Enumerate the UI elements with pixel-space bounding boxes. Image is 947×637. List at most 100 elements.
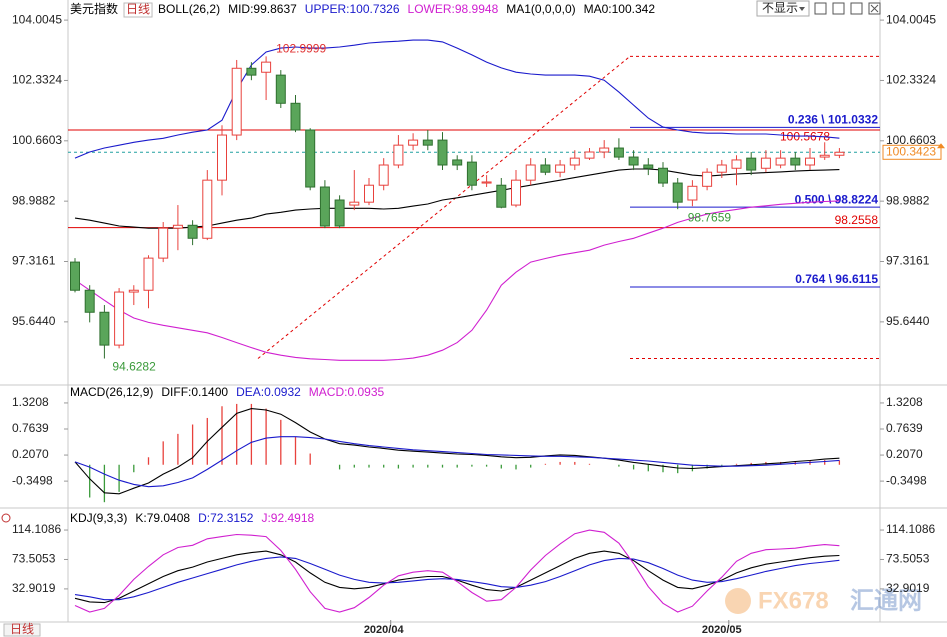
y-tick-label-right: -0.3498 bbox=[886, 473, 927, 487]
candle-body bbox=[760, 157, 771, 169]
candle-body bbox=[555, 164, 566, 173]
candle-body bbox=[775, 157, 786, 166]
ma-legend-entry: MA1(0,0,0,0) bbox=[506, 2, 575, 16]
indicator-name: BOLL(26,2) bbox=[158, 2, 220, 16]
horizontal-line-label: 98.2558 bbox=[835, 213, 879, 227]
legend-entry: D:72.3152 bbox=[198, 511, 254, 525]
dropdown-arrow bbox=[799, 7, 805, 11]
candle-body bbox=[437, 139, 448, 166]
candle-body bbox=[452, 159, 463, 166]
period-tab[interactable]: 日线 bbox=[10, 622, 34, 636]
fib-trend bbox=[257, 55, 631, 359]
candle-body bbox=[496, 184, 507, 208]
candle-body bbox=[202, 179, 213, 239]
watermark-logo-icon bbox=[725, 588, 751, 614]
candle-body bbox=[525, 164, 536, 181]
low-label: 94.6282 bbox=[112, 360, 156, 374]
candle-body bbox=[658, 167, 668, 184]
fib-level-label: 0.764 \ 96.6115 bbox=[795, 272, 878, 286]
y-tick-label-right: 98.9882 bbox=[886, 193, 930, 207]
fib-level-label: 0.236 \ 101.0332 bbox=[788, 113, 878, 127]
indicator-line bbox=[74, 529, 840, 613]
indicator-line bbox=[74, 556, 840, 601]
y-tick-label: 0.7639 bbox=[12, 421, 49, 435]
y-tick-label: 100.6603 bbox=[12, 133, 62, 147]
candle-body bbox=[378, 164, 389, 186]
y-tick-label: 73.5053 bbox=[12, 552, 56, 566]
watermark-logo: FX678 bbox=[758, 587, 829, 614]
candle-body bbox=[790, 157, 801, 166]
candle-body bbox=[319, 186, 330, 227]
display-select[interactable] bbox=[756, 0, 810, 17]
indicator-line bbox=[74, 408, 840, 495]
legend-entry: MACD:0.0935 bbox=[309, 385, 385, 399]
candle-body bbox=[584, 151, 595, 159]
candle-body bbox=[422, 139, 433, 146]
candle-body bbox=[246, 67, 257, 76]
x-tick-label: 2020/04 bbox=[364, 624, 405, 636]
indicator-line bbox=[74, 436, 840, 488]
candle-body bbox=[99, 311, 110, 346]
candle-body bbox=[569, 157, 580, 166]
low-label: 98.7659 bbox=[688, 210, 732, 224]
candle-body bbox=[511, 179, 521, 206]
candle-body bbox=[628, 156, 639, 166]
y-tick-label-right: 32.9019 bbox=[886, 581, 930, 595]
legend-entry: DEA:0.0932 bbox=[236, 385, 301, 399]
candle-body bbox=[290, 102, 301, 131]
candle-body bbox=[466, 161, 477, 186]
y-tick-label-right: 95.6440 bbox=[886, 314, 930, 328]
period-box bbox=[123, 2, 153, 18]
ma-legend-entry: MA0:100.342 bbox=[584, 2, 656, 16]
watermark-name: 汇通网 bbox=[850, 587, 922, 614]
y-tick-label: -0.3498 bbox=[12, 473, 53, 487]
candle-body bbox=[393, 144, 404, 166]
y-tick-label-right: 114.1086 bbox=[886, 522, 935, 536]
candle-body bbox=[746, 157, 757, 171]
candle-body bbox=[716, 164, 727, 173]
display-select-label[interactable]: 不显示 bbox=[762, 1, 798, 15]
legend-entry: LOWER:98.9948 bbox=[408, 2, 499, 16]
x-tick-label: 2020/05 bbox=[702, 624, 742, 636]
legend-entry: MID:99.8637 bbox=[228, 2, 297, 16]
y-tick-label-right: 100.6603 bbox=[886, 133, 936, 147]
candle-body bbox=[114, 291, 125, 346]
candle-body bbox=[819, 154, 830, 158]
legend-entry: DIFF:0.1400 bbox=[161, 385, 228, 399]
toolbar-icon[interactable] bbox=[814, 2, 827, 15]
candle-body bbox=[128, 289, 139, 293]
candle-body bbox=[187, 224, 198, 239]
y-tick-label-right: 97.3161 bbox=[886, 254, 930, 268]
candle-body bbox=[613, 147, 624, 158]
toolbar: 不显示 bbox=[756, 0, 881, 17]
y-tick-label: 98.9882 bbox=[12, 193, 56, 207]
settings-icon[interactable] bbox=[1, 513, 11, 523]
indicator-name: MACD(26,12,9) bbox=[70, 385, 153, 399]
candle-body bbox=[834, 151, 845, 156]
y-tick-label: 102.3324 bbox=[12, 73, 62, 87]
y-tick-label-right: 102.3324 bbox=[886, 73, 936, 87]
candle-body bbox=[364, 184, 374, 203]
toolbar-icon[interactable] bbox=[868, 2, 881, 15]
kdj-panel bbox=[74, 529, 840, 613]
toolbar-icon[interactable] bbox=[850, 2, 863, 15]
watermark: FX678 汇通网 bbox=[725, 587, 922, 614]
y-tick-label: 0.2070 bbox=[12, 447, 49, 461]
toolbar-icon-mark bbox=[870, 4, 879, 13]
candle-body bbox=[349, 201, 360, 206]
candle-body bbox=[172, 224, 183, 229]
legend-entry: UPPER:100.7326 bbox=[305, 2, 400, 16]
indicator-line bbox=[74, 39, 840, 159]
period-tab-box[interactable] bbox=[3, 623, 41, 637]
y-tick-label: 104.0045 bbox=[12, 12, 62, 26]
candle-body bbox=[158, 227, 169, 259]
candle-body bbox=[672, 182, 683, 203]
candle-body bbox=[275, 74, 286, 104]
indicator-line bbox=[74, 550, 840, 604]
candle-body bbox=[481, 181, 492, 184]
candle-body bbox=[805, 157, 815, 166]
candle-body bbox=[408, 139, 419, 146]
indicator-name: KDJ(9,3,3) bbox=[70, 511, 127, 525]
toolbar-icon[interactable] bbox=[832, 2, 845, 15]
